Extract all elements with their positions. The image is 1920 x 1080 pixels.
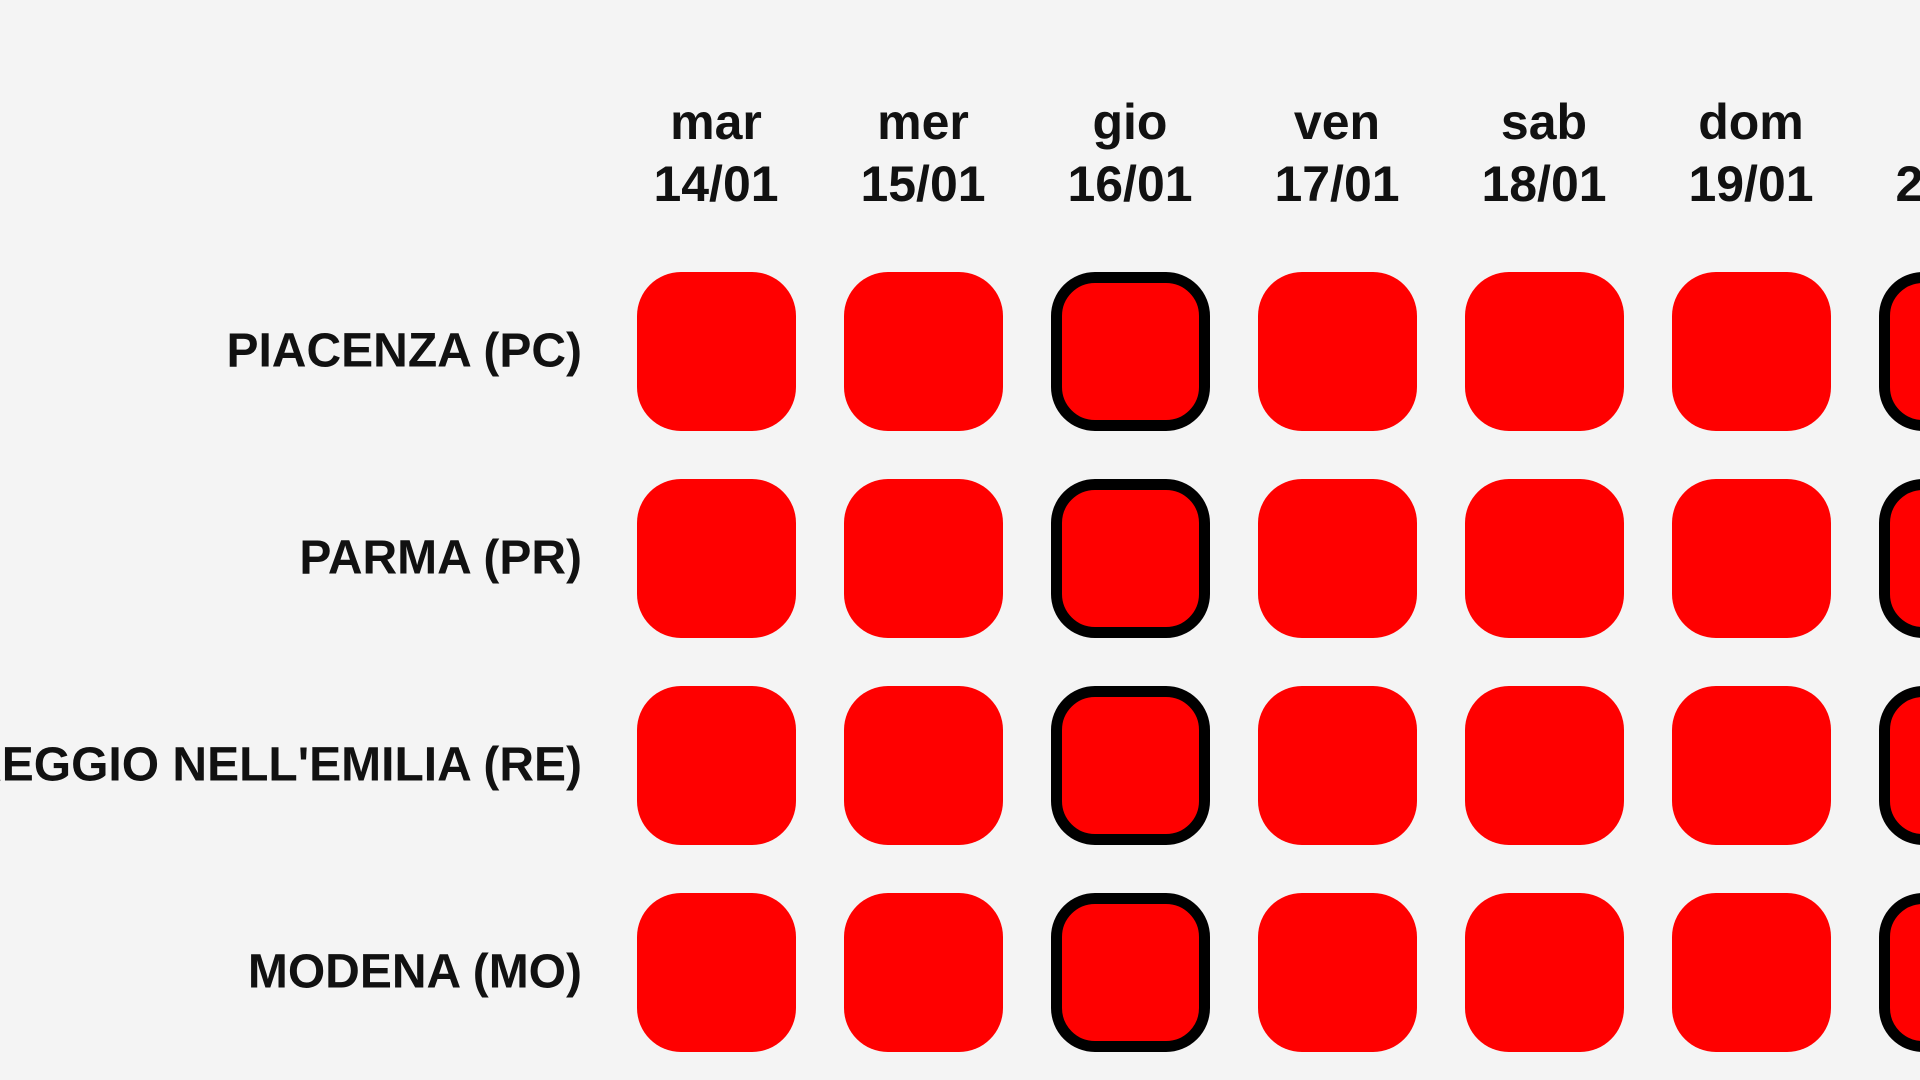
alert-cell	[636, 892, 796, 1052]
alert-cell	[1671, 892, 1831, 1052]
alert-cell	[1464, 685, 1624, 845]
day-name: lun	[1858, 91, 1920, 153]
alert-cell	[843, 271, 1003, 431]
row-label: MODENA (MO)	[247, 945, 582, 999]
alert-cell	[636, 478, 796, 638]
day-name: mar	[670, 94, 762, 150]
day-date: 19/01	[1688, 156, 1814, 212]
alert-cell	[636, 271, 796, 431]
alert-cell	[1878, 685, 1920, 845]
alert-cell	[1050, 478, 1210, 638]
day-name: sab	[1500, 94, 1588, 150]
row-label: PIACENZA (PC)	[226, 324, 582, 378]
day-date: 20/01	[1895, 156, 1920, 212]
alert-cell	[1464, 478, 1624, 638]
alert-cell	[1878, 892, 1920, 1052]
alert-cell	[1671, 271, 1831, 431]
column-header: gio 16/01	[1030, 91, 1230, 215]
alert-cell	[1050, 892, 1210, 1052]
day-date: 14/01	[653, 156, 779, 212]
alert-cell	[1050, 685, 1210, 845]
alert-cell	[1464, 892, 1624, 1052]
alert-cell	[1257, 478, 1417, 638]
column-header: dom 19/01	[1651, 91, 1851, 215]
day-name: gio	[1092, 94, 1168, 150]
alert-cell	[1464, 271, 1624, 431]
alert-cell	[1257, 892, 1417, 1052]
alert-cell	[1878, 271, 1920, 431]
row-label: PARMA (PR)	[299, 531, 582, 585]
alert-cell	[1671, 478, 1831, 638]
column-header: mar 14/01	[616, 91, 816, 215]
alert-cell	[1050, 271, 1210, 431]
alert-cell	[1257, 685, 1417, 845]
alert-cell	[843, 685, 1003, 845]
column-header: sab 18/01	[1444, 91, 1644, 215]
alert-cell	[843, 892, 1003, 1052]
day-date: 17/01	[1274, 156, 1400, 212]
alert-cell	[636, 685, 796, 845]
alert-cell	[843, 478, 1003, 638]
column-header: mer 15/01	[823, 91, 1023, 215]
alert-cell	[1257, 271, 1417, 431]
column-header: ven 17/01	[1237, 91, 1437, 215]
alert-cell	[1878, 478, 1920, 638]
day-date: 18/01	[1481, 156, 1607, 212]
day-date: 16/01	[1067, 156, 1193, 212]
day-name: ven	[1293, 94, 1381, 150]
column-header: lun 20/01	[1858, 91, 1920, 215]
row-label: REGGIO NELL'EMILIA (RE)	[0, 738, 582, 792]
day-name: dom	[1698, 94, 1804, 150]
alert-cell	[1671, 685, 1831, 845]
day-date: 15/01	[860, 156, 986, 212]
day-name: mer	[877, 94, 969, 150]
